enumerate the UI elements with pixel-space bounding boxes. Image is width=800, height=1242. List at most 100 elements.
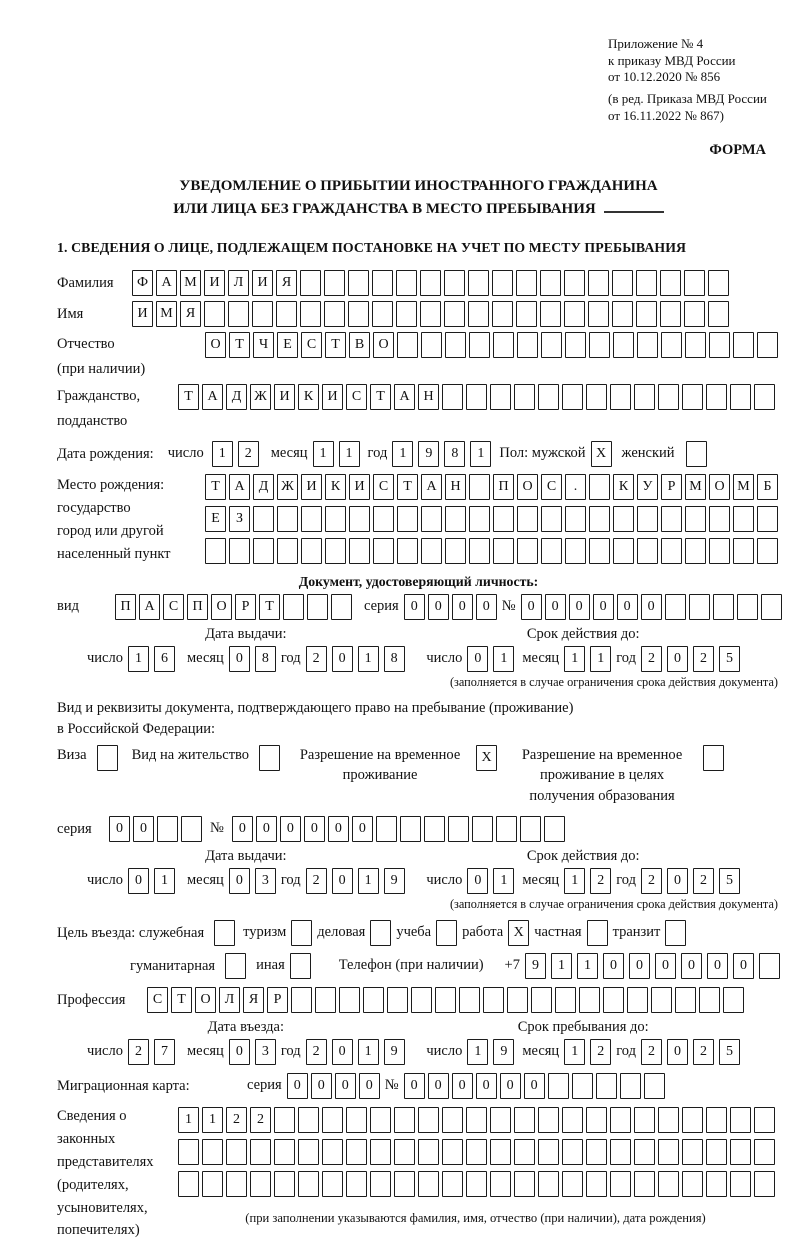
char-box[interactable] (540, 270, 561, 297)
char-box[interactable]: Е (205, 505, 226, 532)
char-box[interactable]: Р (661, 473, 682, 500)
char-box[interactable]: 0 (231, 815, 253, 842)
char-box[interactable] (493, 505, 514, 532)
char-box[interactable] (634, 1106, 655, 1133)
char-box[interactable] (685, 505, 706, 532)
char-box[interactable] (370, 1170, 391, 1197)
char-box[interactable]: А (156, 270, 177, 297)
char-box[interactable] (517, 537, 538, 564)
char-box[interactable] (253, 537, 274, 564)
char-box[interactable] (588, 301, 609, 328)
char-box[interactable] (610, 1138, 631, 1165)
char-box[interactable] (301, 505, 322, 532)
char-box[interactable] (595, 1072, 617, 1099)
char-box[interactable] (730, 384, 751, 410)
char-box[interactable]: В (349, 332, 370, 359)
char-box[interactable] (664, 593, 686, 620)
char-box[interactable]: 0 (667, 645, 688, 672)
char-box[interactable] (253, 505, 274, 532)
char-box[interactable]: 0 (133, 815, 154, 842)
char-box[interactable] (348, 301, 369, 328)
char-box[interactable]: У (637, 473, 658, 500)
char-box[interactable]: К (325, 473, 346, 500)
char-box[interactable]: Л (219, 986, 240, 1013)
char-box[interactable] (274, 1138, 295, 1165)
char-box[interactable]: Р (235, 593, 256, 620)
char-box[interactable] (709, 505, 730, 532)
char-box[interactable] (613, 505, 634, 532)
char-box[interactable] (538, 1106, 559, 1133)
char-box[interactable] (394, 1138, 415, 1165)
char-box[interactable]: 1 (202, 1106, 223, 1133)
char-box[interactable] (370, 1106, 391, 1133)
char-box[interactable] (736, 593, 758, 620)
char-box[interactable]: Т (205, 473, 226, 500)
char-box[interactable] (627, 986, 648, 1013)
char-box[interactable] (613, 332, 634, 359)
char-box[interactable]: 0 (109, 815, 130, 842)
char-box[interactable] (325, 505, 346, 532)
char-box[interactable] (471, 815, 493, 842)
char-box[interactable]: 0 (640, 593, 662, 620)
char-box[interactable] (469, 505, 490, 532)
char-box[interactable]: 0 (427, 593, 449, 620)
char-box[interactable] (289, 952, 311, 979)
char-box[interactable] (396, 301, 417, 328)
char-box[interactable]: X (590, 440, 612, 467)
char-box[interactable] (703, 745, 725, 771)
char-box[interactable]: 0 (451, 1072, 473, 1099)
char-box[interactable] (706, 384, 727, 410)
char-box[interactable]: 2 (305, 645, 327, 672)
char-box[interactable] (423, 815, 445, 842)
char-box[interactable] (490, 1106, 511, 1133)
char-box[interactable] (307, 593, 328, 620)
char-box[interactable]: 1 (211, 440, 233, 467)
char-box[interactable] (562, 1138, 583, 1165)
char-box[interactable]: 0 (602, 952, 624, 979)
char-box[interactable] (436, 919, 458, 946)
char-box[interactable] (418, 1138, 439, 1165)
char-box[interactable]: Т (259, 593, 280, 620)
char-box[interactable]: И (322, 384, 343, 410)
char-box[interactable] (519, 815, 541, 842)
char-box[interactable] (349, 505, 370, 532)
char-box[interactable] (636, 270, 657, 297)
char-box[interactable] (562, 1106, 583, 1133)
char-box[interactable]: П (187, 593, 208, 620)
char-box[interactable] (507, 986, 528, 1013)
char-box[interactable] (706, 1138, 727, 1165)
char-box[interactable] (298, 1138, 319, 1165)
char-box[interactable] (226, 1138, 247, 1165)
char-box[interactable] (301, 537, 322, 564)
char-box[interactable]: М (733, 473, 754, 500)
char-box[interactable] (442, 384, 463, 410)
char-box[interactable] (547, 1072, 569, 1099)
char-box[interactable] (418, 1170, 439, 1197)
char-box[interactable] (274, 1170, 295, 1197)
char-box[interactable] (579, 986, 600, 1013)
char-box[interactable]: 2 (641, 645, 662, 672)
char-box[interactable]: 1 (576, 952, 598, 979)
char-box[interactable]: 0 (467, 645, 489, 672)
char-box[interactable]: 0 (475, 1072, 497, 1099)
char-box[interactable] (658, 384, 679, 410)
char-box[interactable] (564, 301, 585, 328)
char-box[interactable] (250, 1138, 271, 1165)
char-box[interactable]: И (132, 301, 153, 328)
char-box[interactable] (730, 1170, 751, 1197)
char-box[interactable]: 9 (418, 440, 440, 467)
char-box[interactable] (469, 332, 490, 359)
char-box[interactable] (466, 1138, 487, 1165)
char-box[interactable]: Д (226, 384, 247, 410)
char-box[interactable] (730, 1138, 751, 1165)
char-box[interactable] (634, 1138, 655, 1165)
char-box[interactable] (394, 1106, 415, 1133)
char-box[interactable] (469, 473, 490, 500)
char-box[interactable] (346, 1170, 367, 1197)
char-box[interactable]: 2 (226, 1106, 247, 1133)
char-box[interactable] (387, 986, 408, 1013)
char-box[interactable] (490, 1138, 511, 1165)
char-box[interactable] (706, 1106, 727, 1133)
char-box[interactable]: 0 (467, 867, 489, 894)
char-box[interactable] (538, 1170, 559, 1197)
